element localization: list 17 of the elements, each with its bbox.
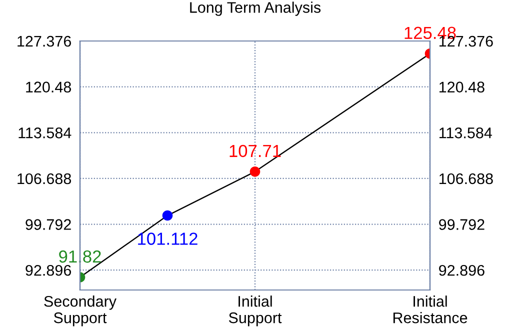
chart-title: Long Term Analysis [190,2,321,16]
y-tick-label: 120.48 [26,82,72,93]
y-tick-label: 99.792 [26,219,71,230]
y2-tick-label: 92.896 [439,264,484,276]
y-tick-label: 127.376 [18,36,71,47]
y-tick-label: 113.584 [18,128,72,138]
y2-tick-label: 113.584 [440,128,492,138]
data-label: 107.71 [230,144,281,158]
x-tick-label: Initial Resistance [393,296,468,324]
y2-tick-label: 106.688 [440,173,493,184]
y-tick-label: 106.688 [18,173,72,184]
y2-tick-label: 99.792 [439,219,484,230]
x-tick-label: Secondary Support [44,296,116,326]
data-label: 101.112 [138,232,198,245]
x-tick-label: Initial Support [228,296,282,326]
y2-tick-label: 120.48 [440,82,484,93]
y-tick-label: 92.896 [26,264,71,276]
